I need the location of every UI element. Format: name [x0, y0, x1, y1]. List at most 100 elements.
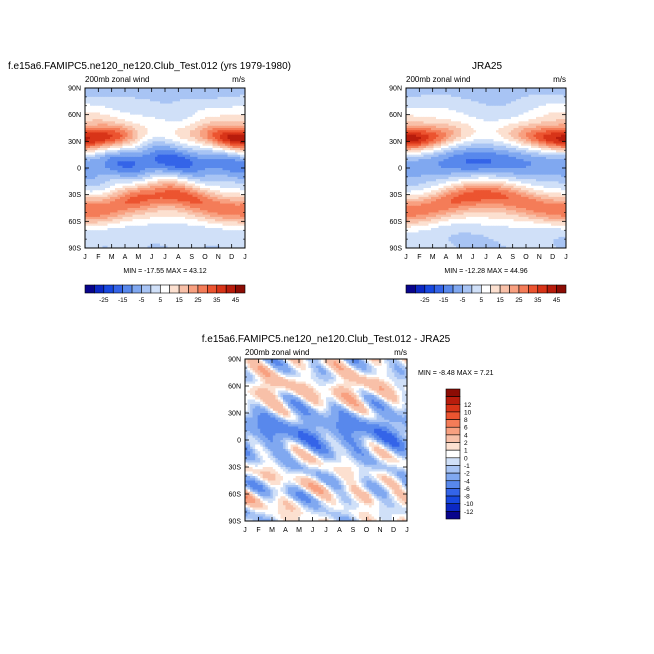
field-cell — [207, 105, 211, 109]
field-cell — [145, 94, 148, 98]
field-cell — [87, 130, 91, 133]
field-cell — [127, 105, 131, 109]
field-cell — [130, 125, 133, 129]
field-cell — [107, 163, 111, 167]
field-cell — [162, 110, 166, 113]
field-cell — [90, 141, 93, 144]
field-cell — [125, 152, 128, 156]
field-cell — [185, 232, 188, 236]
field-cell — [150, 101, 153, 104]
field-cell — [187, 130, 191, 133]
field-cell — [242, 112, 246, 116]
field-cell — [192, 165, 196, 169]
field-cell — [242, 136, 246, 140]
field-cell — [122, 232, 126, 236]
field-cell — [137, 136, 141, 140]
field-cell — [220, 121, 223, 124]
field-cell — [187, 212, 191, 216]
field-cell — [115, 116, 118, 120]
field-cell — [185, 148, 188, 151]
field-cell — [150, 183, 153, 187]
field-cell — [105, 148, 108, 151]
field-cell — [180, 154, 183, 158]
field-cell — [112, 88, 116, 91]
field-cell — [167, 145, 171, 149]
field-cell — [232, 154, 236, 158]
field-cell — [170, 161, 173, 164]
field-cell — [100, 150, 103, 153]
field-cell — [210, 136, 213, 140]
field-cell — [210, 154, 213, 158]
field-cell — [105, 141, 108, 144]
field-cell — [165, 152, 168, 156]
field-cell — [195, 103, 198, 107]
field-cell — [227, 110, 231, 113]
field-cell — [95, 141, 98, 144]
field-cell — [92, 190, 96, 193]
field-cell — [147, 192, 151, 196]
field-cell — [152, 90, 156, 93]
field-cell — [227, 88, 231, 91]
field-cell — [197, 163, 201, 167]
field-cell — [210, 99, 213, 102]
field-cell — [240, 139, 243, 142]
field-cell — [217, 150, 221, 153]
field-cell — [160, 183, 163, 187]
field-cell — [230, 136, 233, 140]
field-cell — [160, 170, 163, 173]
field-cell — [170, 154, 173, 158]
field-cell — [230, 176, 233, 180]
field-cell — [157, 201, 161, 204]
field-cell — [110, 116, 113, 120]
field-cell — [112, 212, 116, 216]
field-cell — [237, 185, 241, 189]
field-cell — [107, 132, 111, 136]
field-cell — [200, 172, 203, 176]
field-cell — [115, 188, 118, 191]
field-cell — [90, 174, 93, 178]
field-cell — [170, 188, 173, 191]
field-cell — [152, 101, 156, 104]
field-cell — [187, 174, 191, 178]
field-cell — [215, 165, 218, 169]
field-cell — [215, 190, 218, 193]
field-cell — [87, 123, 91, 127]
field-cell — [165, 188, 168, 191]
field-cell — [200, 90, 203, 93]
field-cell — [195, 130, 198, 133]
field-cell — [210, 96, 213, 100]
field-cell — [175, 176, 178, 180]
field-cell — [102, 114, 106, 118]
field-cell — [553, 92, 557, 96]
field-cell — [90, 185, 93, 189]
field-cell — [157, 103, 161, 107]
field-cell — [127, 172, 131, 176]
field-cell — [135, 125, 138, 129]
field-cell — [220, 112, 223, 116]
field-cell — [180, 183, 183, 187]
field-cell — [95, 181, 98, 184]
field-cell — [160, 136, 163, 140]
field-cell — [212, 148, 216, 151]
field-cell — [240, 103, 243, 107]
field-cell — [227, 179, 231, 182]
field-cell — [180, 190, 183, 193]
field-cell — [235, 212, 238, 216]
field-cell — [192, 103, 196, 107]
field-cell — [225, 201, 228, 204]
field-cell — [147, 150, 151, 153]
field-cell — [180, 114, 183, 118]
field-cell — [115, 161, 118, 164]
field-cell — [97, 161, 101, 164]
field-cell — [240, 121, 243, 124]
field-cell — [172, 192, 176, 196]
field-cell — [180, 152, 183, 156]
field-cell — [152, 99, 156, 102]
field-cell — [142, 156, 146, 160]
field-cell — [135, 179, 138, 182]
field-cell — [207, 141, 211, 144]
field-cell — [92, 134, 96, 138]
field-cell — [167, 181, 171, 184]
field-cell — [117, 179, 121, 182]
field-cell — [152, 116, 156, 120]
